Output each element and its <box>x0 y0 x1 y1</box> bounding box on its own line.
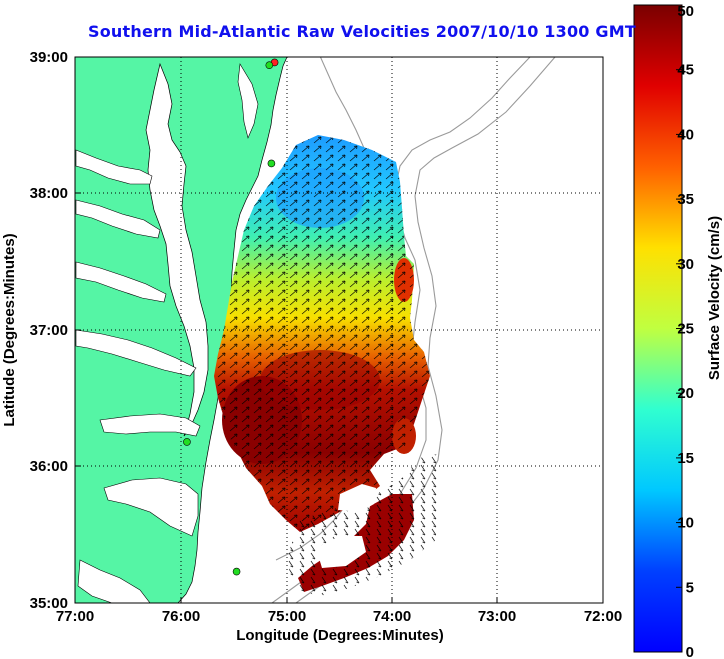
hf-radar-station <box>183 438 191 446</box>
colorbar-tick-label: 35 <box>677 191 694 208</box>
estuary-middle <box>75 199 161 239</box>
pamlico-sound <box>103 477 199 537</box>
velocity-vectors <box>214 135 430 532</box>
grid-lines <box>75 57 603 603</box>
delaware-inlet <box>237 63 259 139</box>
y-tick-label: 39:00 <box>30 49 68 66</box>
colorbar-tick-label: 0 <box>686 644 694 659</box>
colorbar-tick-label: 15 <box>677 450 694 467</box>
map-title: Southern Mid-Atlantic Raw Velocities 200… <box>88 22 636 41</box>
x-tick-label: 74:00 <box>373 608 411 625</box>
no-data-gap <box>338 484 376 512</box>
hf-radar-station <box>265 61 274 69</box>
colorbar-tick-label: 20 <box>677 385 694 402</box>
y-tick-label: 38:00 <box>30 185 68 202</box>
hf-radar-station <box>267 159 276 168</box>
x-axis-label: Longitude (Degrees:Minutes) <box>236 627 444 644</box>
y-tick-label: 37:00 <box>30 322 68 339</box>
colorbar-tick-label: 10 <box>677 515 694 532</box>
y-tick-label: 36:00 <box>30 458 68 475</box>
colorbar <box>633 4 683 653</box>
albemarle-sound <box>99 413 201 437</box>
x-tick-label: 75:00 <box>268 608 306 625</box>
y-axis-tick-labels: 39:00 38:00 37:00 36:00 35:00 <box>30 49 68 612</box>
colorbar-tick-marks <box>676 4 682 653</box>
y-tick-label: 35:00 <box>30 595 68 612</box>
colorbar-tick-label: 25 <box>677 321 694 338</box>
x-tick-label: 73:00 <box>478 608 516 625</box>
y-axis-label: Latitude (Degrees:Minutes) <box>1 233 18 426</box>
x-tick-label: 72:00 <box>584 608 622 625</box>
estuary-south <box>75 329 197 377</box>
hf-radar-station <box>232 567 241 576</box>
x-tick-label: 76:00 <box>162 608 200 625</box>
x-tick-label: 77:00 <box>56 608 94 625</box>
no-data-gap-2 <box>316 536 366 568</box>
estuary-james <box>75 261 167 303</box>
colorbar-tick-label: 5 <box>686 579 694 596</box>
x-axis-tick-labels: 77:00 76:00 75:00 74:00 73:00 72:00 <box>56 608 622 625</box>
colorbar-tick-label: 30 <box>677 256 694 273</box>
estuary-pamlico-south <box>77 559 151 603</box>
colorbar-label: Surface Velocity (cm/s) <box>706 216 723 380</box>
estuary-north <box>75 149 153 185</box>
colorbar-tick-label: 40 <box>677 126 694 143</box>
colorbar-tick-label: 50 <box>677 3 694 20</box>
colorbar-tick-label: 45 <box>677 62 694 79</box>
axis-ticks <box>75 192 498 603</box>
station-markers <box>183 58 279 576</box>
